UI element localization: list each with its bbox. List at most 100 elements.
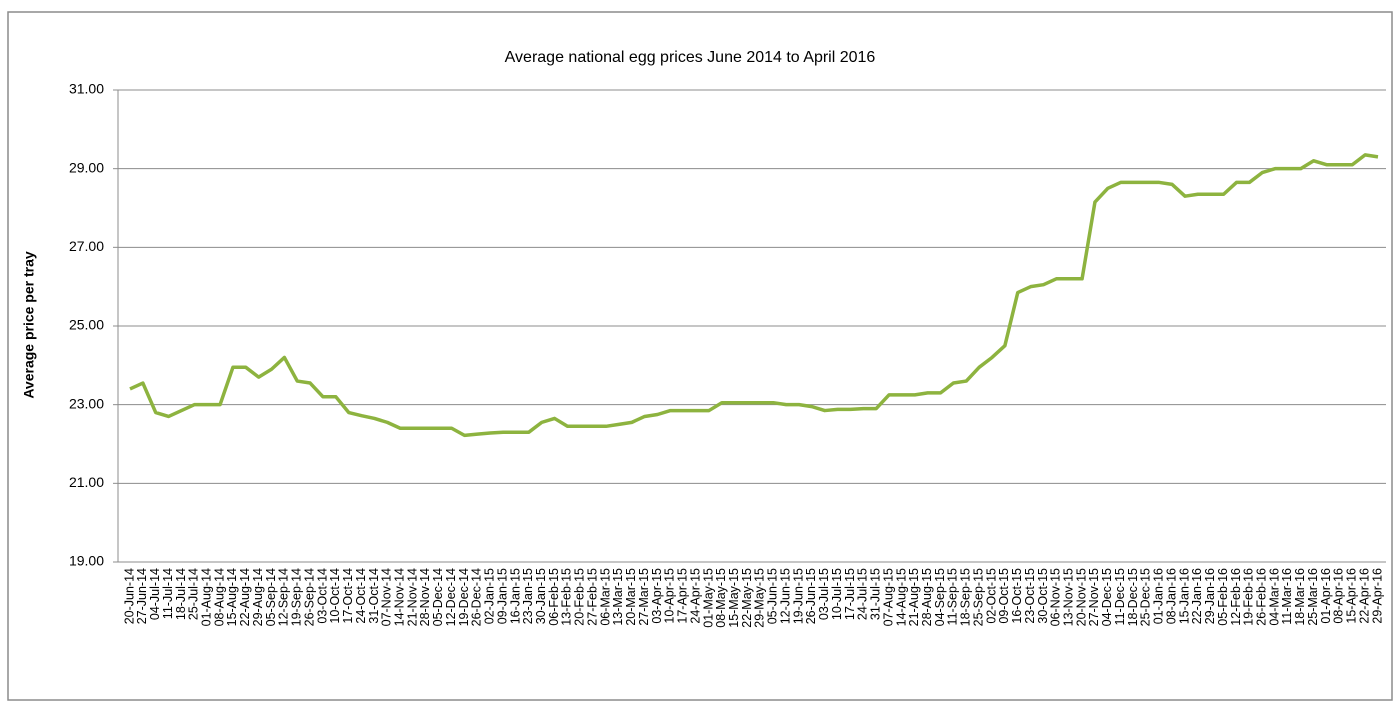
x-tick-label: 11-Mar-16 [1280,568,1294,625]
x-tick-label: 15-Jan-16 [1177,568,1191,624]
x-tick-label: 29-Jan-16 [1203,568,1217,624]
x-tick-label: 01-Jan-16 [1152,568,1166,624]
x-tick-label: 09-Oct-15 [997,568,1011,624]
x-tick-label: 25-Jul-14 [187,568,201,620]
x-tick-label: 16-Jan-15 [508,568,522,624]
x-tick-label: 03-Jul-15 [817,568,831,620]
chart-title: Average national egg prices June 2014 to… [505,49,876,66]
x-tick-label: 29-Apr-16 [1370,568,1384,624]
x-tick-label: 27-Nov-15 [1087,568,1101,626]
x-tick-label: 07-Nov-14 [380,568,394,626]
y-tick-label: 29.00 [69,159,104,175]
x-tick-label: 28-Nov-14 [418,568,432,626]
x-tick-label: 06-Mar-15 [598,568,612,626]
x-tick-label: 22-Aug-14 [238,568,252,626]
x-tick-label: 15-Apr-16 [1345,568,1359,624]
x-tick-label: 22-Jan-16 [1190,568,1204,624]
x-tick-label: 11-Sep-15 [946,568,960,625]
x-tick-label: 24-Jul-15 [856,568,870,620]
x-tick-label: 09-Jan-15 [495,568,509,624]
x-tick-label: 13-Mar-15 [611,568,625,626]
y-axis-label: Average price per tray [21,251,37,399]
x-tick-label: 05-Jun-15 [766,568,780,624]
x-tick-label: 12-Dec-14 [444,568,458,626]
x-tick-label: 18-Sep-15 [959,568,973,626]
x-tick-label: 01-Aug-14 [199,568,213,626]
x-tick-label: 05-Dec-14 [431,568,445,626]
x-tick-label: 31-Oct-14 [367,568,381,624]
x-tick-label: 20-Nov-15 [1074,568,1088,626]
x-tick-label: 12-Feb-16 [1229,568,1243,626]
y-tick-label: 25.00 [69,317,104,333]
x-tick-label: 20-Feb-15 [573,568,587,626]
x-tick-label: 29-May-15 [753,568,767,628]
x-tick-label: 02-Oct-15 [984,568,998,624]
x-tick-label: 30-Oct-15 [1036,568,1050,624]
x-tick-label: 08-May-15 [714,568,728,628]
x-tick-label: 27-Feb-15 [585,568,599,626]
x-tick-label: 13-Feb-15 [560,568,574,626]
x-tick-label: 25-Mar-16 [1306,568,1320,626]
x-tick-label: 01-May-15 [701,568,715,628]
x-tick-label: 10-Jul-15 [830,568,844,620]
x-tick-label: 05-Feb-16 [1216,568,1230,626]
x-tick-label: 10-Oct-14 [328,568,342,624]
x-tick-label: 04-Jul-14 [148,568,162,620]
x-tick-label: 15-May-15 [727,568,741,628]
x-tick-label: 02-Jan-15 [483,568,497,624]
x-tick-label: 14-Nov-14 [392,568,406,626]
y-tick-label: 23.00 [69,395,104,411]
x-tick-label: 26-Dec-14 [470,568,484,626]
x-tick-label: 12-Jun-15 [778,568,792,624]
x-tick-label: 31-Jul-15 [869,568,883,620]
x-tick-label: 27-Mar-15 [637,568,651,626]
data-line [129,153,1379,438]
x-tick-label: 24-Apr-15 [688,568,702,624]
x-tick-label: 10-Apr-15 [663,568,677,624]
x-tick-label: 06-Nov-15 [1049,568,1063,626]
y-tick-label: 19.00 [69,553,104,569]
x-tick-label: 17-Oct-14 [341,568,355,624]
x-tick-label: 14-Aug-15 [894,568,908,626]
x-tick-label: 05-Sep-14 [264,568,278,626]
x-tick-label: 07-Aug-15 [881,568,895,626]
x-tick-label: 19-Feb-16 [1242,568,1256,626]
y-tick-label: 21.00 [69,474,104,490]
x-tick-label: 22-Apr-16 [1357,568,1371,624]
x-tick-label: 19-Dec-14 [457,568,471,626]
x-tick-label: 20-Jun-14 [122,568,136,624]
x-tick-label: 29-Aug-14 [251,568,265,626]
x-tick-label: 25-Sep-15 [971,568,985,626]
x-tick-label: 21-Nov-14 [405,568,419,626]
x-tick-label: 17-Jul-15 [843,568,857,620]
x-tick-label: 11-Jul-14 [161,568,175,619]
x-tick-label: 08-Jan-16 [1164,568,1178,624]
y-tick-label: 31.00 [69,81,104,97]
x-tick-label: 04-Sep-15 [933,568,947,626]
x-tick-label: 28-Aug-15 [920,568,934,626]
x-tick-label: 12-Sep-14 [277,568,291,626]
x-tick-label: 20-Mar-15 [624,568,638,626]
x-tick-label: 04-Mar-16 [1267,568,1281,626]
x-tick-label: 16-Oct-15 [1010,568,1024,624]
x-tick-label: 17-Apr-15 [676,568,690,624]
x-tick-label: 01-Apr-16 [1319,568,1333,624]
x-tick-label: 30-Jan-15 [534,568,548,624]
x-tick-label: 23-Jan-15 [521,568,535,624]
x-tick-label: 11-Dec-15 [1113,568,1127,625]
x-tick-label: 26-Feb-16 [1255,568,1269,626]
x-tick-label: 08-Apr-16 [1332,568,1346,624]
x-tick-label: 19-Jun-15 [791,568,805,624]
x-tick-label: 26-Jun-15 [804,568,818,624]
chart-frame [7,11,1393,701]
x-tick-label: 21-Aug-15 [907,568,921,626]
x-tick-label: 15-Aug-14 [225,568,239,626]
y-tick-label: 27.00 [69,238,104,254]
x-tick-label: 18-Dec-15 [1126,568,1140,626]
x-tick-label: 24-Oct-14 [354,568,368,624]
x-tick-label: 03-Oct-14 [315,568,329,624]
x-tick-label: 18-Jul-14 [174,568,188,620]
x-tick-label: 22-May-15 [740,568,754,628]
x-tick-label: 04-Dec-15 [1100,568,1114,626]
